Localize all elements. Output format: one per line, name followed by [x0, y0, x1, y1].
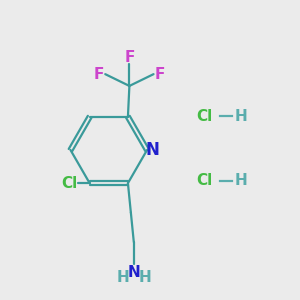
- Text: N: N: [146, 141, 159, 159]
- Text: H: H: [116, 270, 129, 285]
- Text: Cl: Cl: [61, 176, 77, 190]
- Text: N: N: [128, 265, 140, 280]
- Text: F: F: [94, 67, 104, 82]
- Text: Cl: Cl: [196, 173, 213, 188]
- Text: H: H: [139, 270, 152, 285]
- Text: H: H: [235, 109, 248, 124]
- Text: H: H: [235, 173, 248, 188]
- Text: Cl: Cl: [196, 109, 213, 124]
- Text: F: F: [124, 50, 135, 65]
- Text: F: F: [155, 67, 165, 82]
